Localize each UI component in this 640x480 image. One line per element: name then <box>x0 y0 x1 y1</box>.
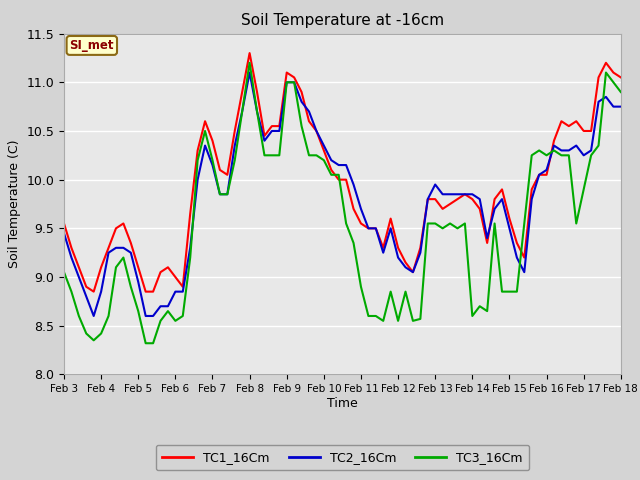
TC1_16Cm <box>268 123 276 129</box>
TC3_16Cm <box>446 221 454 227</box>
TC3_16Cm <box>617 89 625 95</box>
TC2_16Cm <box>120 245 127 251</box>
TC3_16Cm <box>246 60 253 66</box>
TC1_16Cm <box>90 289 97 295</box>
TC2_16Cm <box>60 230 68 236</box>
TC1_16Cm <box>617 74 625 80</box>
TC2_16Cm <box>268 128 276 134</box>
Text: SI_met: SI_met <box>70 39 114 52</box>
TC3_16Cm <box>431 221 439 227</box>
TC1_16Cm <box>520 255 528 261</box>
TC1_16Cm <box>60 221 68 227</box>
TC2_16Cm <box>617 104 625 109</box>
TC3_16Cm <box>365 313 372 319</box>
TC1_16Cm <box>446 201 454 207</box>
TC3_16Cm <box>520 221 528 227</box>
TC2_16Cm <box>246 70 253 75</box>
Line: TC2_16Cm: TC2_16Cm <box>64 72 621 316</box>
Line: TC1_16Cm: TC1_16Cm <box>64 53 621 292</box>
TC2_16Cm <box>431 181 439 187</box>
Y-axis label: Soil Temperature (C): Soil Temperature (C) <box>8 140 21 268</box>
TC3_16Cm <box>60 269 68 275</box>
X-axis label: Time: Time <box>327 397 358 410</box>
Title: Soil Temperature at -16cm: Soil Temperature at -16cm <box>241 13 444 28</box>
TC1_16Cm <box>365 226 372 231</box>
TC2_16Cm <box>365 226 372 231</box>
TC2_16Cm <box>90 313 97 319</box>
Line: TC3_16Cm: TC3_16Cm <box>64 63 621 343</box>
TC1_16Cm <box>246 50 253 56</box>
TC3_16Cm <box>142 340 150 346</box>
Legend: TC1_16Cm, TC2_16Cm, TC3_16Cm: TC1_16Cm, TC2_16Cm, TC3_16Cm <box>156 445 529 470</box>
TC2_16Cm <box>446 192 454 197</box>
TC1_16Cm <box>431 196 439 202</box>
TC1_16Cm <box>120 221 127 227</box>
TC3_16Cm <box>268 153 276 158</box>
TC3_16Cm <box>112 264 120 270</box>
TC2_16Cm <box>520 269 528 275</box>
